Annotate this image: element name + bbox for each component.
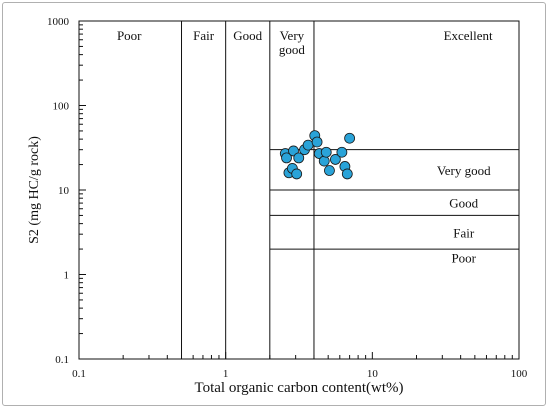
data-point — [318, 155, 330, 167]
toc-class-label: Poor — [117, 28, 142, 43]
s2-class-label: Fair — [453, 225, 475, 240]
x-axis-label: Total organic carbon content(wt%) — [194, 380, 403, 396]
data-point — [324, 165, 335, 176]
grid-lines — [181, 21, 519, 359]
toc-class-label: Very — [280, 28, 305, 43]
s2-class-label: Poor — [451, 250, 476, 265]
data-point — [336, 146, 348, 158]
data-point — [293, 152, 305, 164]
toc-class-label: Excellent — [444, 28, 493, 43]
toc-class-label: Fair — [193, 28, 215, 43]
y-tick-label: 1000 — [47, 16, 70, 28]
x-tick-label: 1 — [223, 368, 229, 380]
s2-class-label: Very good — [437, 163, 491, 178]
data-point — [311, 136, 323, 148]
data-point — [320, 146, 332, 158]
data-point — [291, 168, 303, 180]
chart-frame — [2, 2, 546, 406]
y-tick-label: 1 — [64, 270, 70, 282]
y-tick-label: 100 — [53, 101, 70, 113]
s2-class-label: Good — [449, 196, 478, 211]
toc-class-label: Good — [233, 28, 262, 43]
x-tick-label: 100 — [511, 368, 528, 380]
toc-class-label: good — [279, 42, 306, 57]
plot-border — [78, 20, 520, 360]
axis-ticks — [78, 24, 520, 360]
x-tick-label: 10 — [367, 368, 379, 380]
data-point — [344, 132, 356, 144]
labels: Total organic carbon content(wt%) S2 (mg… — [27, 16, 528, 396]
data-point — [281, 152, 292, 164]
y-axis-label: S2 (mg HC/g rock) — [27, 136, 42, 244]
data-points — [279, 130, 356, 180]
data-point — [341, 168, 353, 180]
x-tick-label: 0.1 — [72, 368, 86, 380]
y-tick-label: 0.1 — [55, 354, 69, 366]
data-point — [302, 139, 314, 151]
data-point — [330, 154, 341, 165]
y-tick-label: 10 — [58, 185, 70, 197]
